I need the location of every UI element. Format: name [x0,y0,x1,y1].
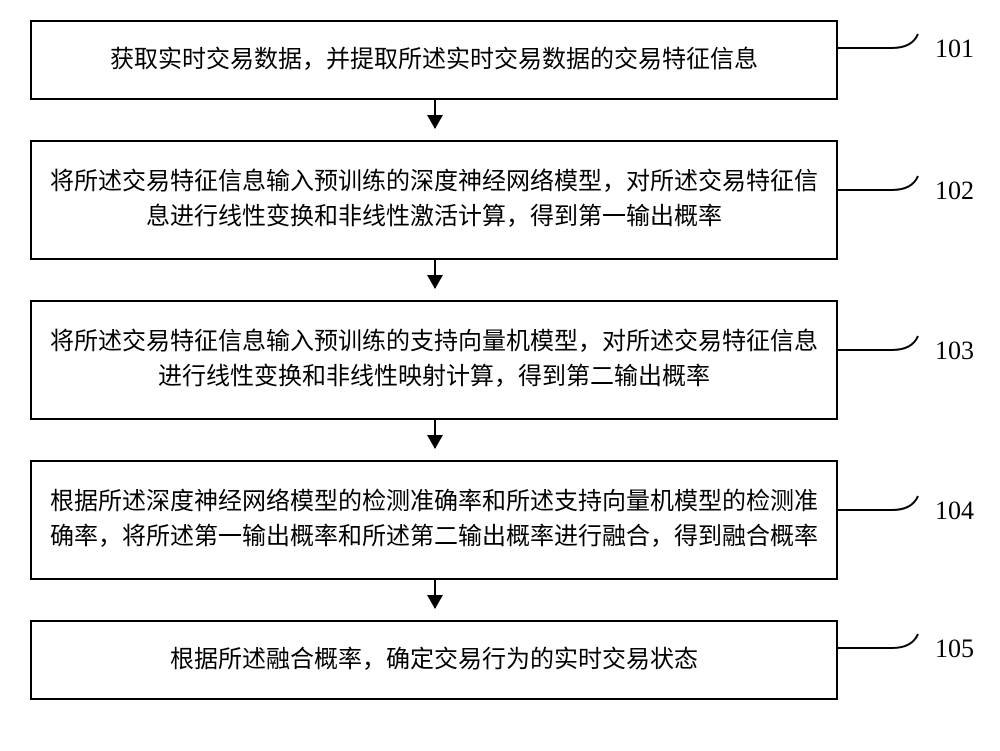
step-text: 将所述交易特征信息输入预训练的支持向量机模型，对所述交易特征信息进行线性变换和非… [44,325,824,395]
connector-curve [838,492,933,528]
step-box-101: 获取实时交易数据，并提取所述实时交易数据的交易特征信息 [30,20,838,100]
connector-curve [838,332,933,368]
connector-curve [838,630,933,666]
step-box-105: 根据所述融合概率，确定交易行为的实时交易状态 [30,620,838,700]
arrow-4-5 [434,580,436,608]
step-label-104: 104 [935,496,974,526]
step-box-104: 根据所述深度神经网络模型的检测准确率和所述支持向量机模型的检测准确率，将所述第一… [30,460,838,580]
step-label-103: 103 [935,336,974,366]
flowchart-canvas: 获取实时交易数据，并提取所述实时交易数据的交易特征信息 101 将所述交易特征信… [0,0,1000,751]
step-label-102: 102 [935,176,974,206]
step-box-102: 将所述交易特征信息输入预训练的深度神经网络模型，对所述交易特征信息进行线性变换和… [30,140,838,260]
step-text: 根据所述融合概率，确定交易行为的实时交易状态 [170,643,698,678]
connector-curve [838,30,933,66]
arrow-1-2 [434,100,436,128]
step-box-103: 将所述交易特征信息输入预训练的支持向量机模型，对所述交易特征信息进行线性变换和非… [30,300,838,420]
step-text: 根据所述深度神经网络模型的检测准确率和所述支持向量机模型的检测准确率，将所述第一… [44,485,824,555]
arrow-3-4 [434,420,436,448]
step-label-101: 101 [935,34,974,64]
step-label-105: 105 [935,634,974,664]
step-text: 获取实时交易数据，并提取所述实时交易数据的交易特征信息 [110,43,758,78]
arrow-2-3 [434,260,436,288]
step-text: 将所述交易特征信息输入预训练的深度神经网络模型，对所述交易特征信息进行线性变换和… [44,165,824,235]
connector-curve [838,172,933,208]
